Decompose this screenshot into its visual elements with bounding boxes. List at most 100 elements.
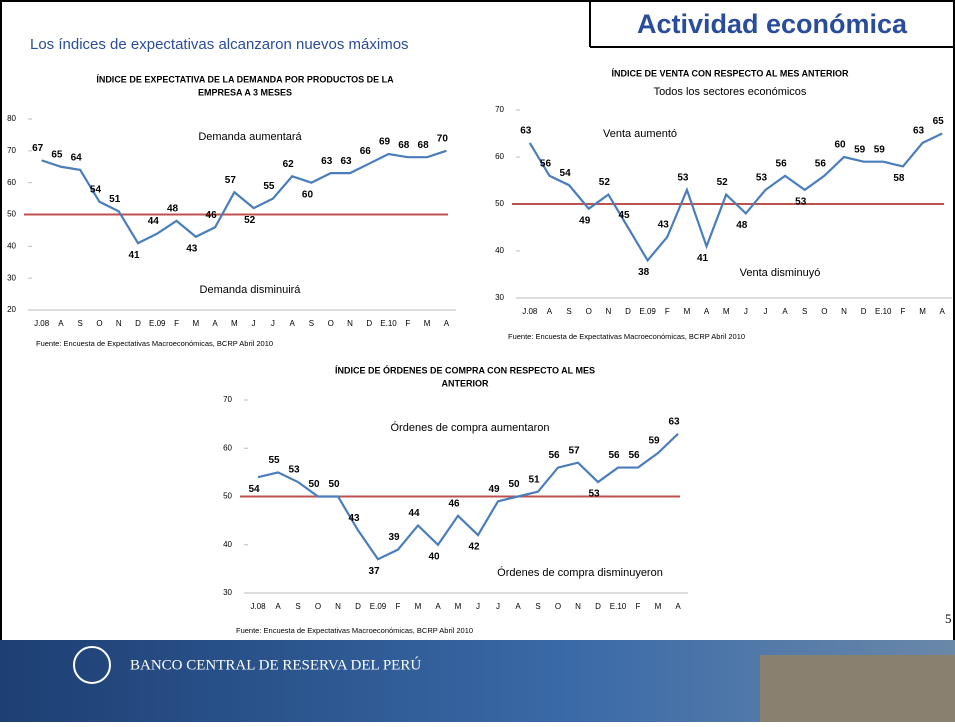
x-tick-label: A bbox=[444, 319, 450, 328]
chart-title: ÍNDICE DE ÓRDENES DE COMPRA CON RESPECTO… bbox=[335, 364, 595, 375]
x-tick-label: A bbox=[58, 319, 64, 328]
y-tick-label: 70 bbox=[7, 146, 16, 155]
x-tick-label: F bbox=[665, 307, 670, 316]
x-tick-label: O bbox=[315, 602, 321, 611]
data-label: 65 bbox=[51, 149, 63, 160]
data-label: 59 bbox=[648, 436, 660, 447]
data-label: 56 bbox=[776, 158, 788, 169]
data-label: 57 bbox=[225, 175, 237, 186]
x-tick-label: O bbox=[555, 602, 561, 611]
data-label: 54 bbox=[90, 184, 102, 195]
x-tick-label: F bbox=[396, 602, 401, 611]
x-tick-label: N bbox=[575, 602, 581, 611]
y-tick-label: 30 bbox=[223, 588, 232, 597]
x-tick-label: S bbox=[78, 319, 83, 328]
data-label: 68 bbox=[398, 140, 410, 151]
x-tick-label: A bbox=[940, 307, 946, 316]
x-tick-label: A bbox=[704, 307, 710, 316]
data-label: 53 bbox=[288, 465, 300, 476]
y-tick-label: 60 bbox=[7, 178, 16, 187]
data-label: 59 bbox=[854, 144, 866, 155]
data-label: 54 bbox=[560, 168, 572, 179]
data-label: 43 bbox=[658, 220, 670, 231]
x-tick-label: S bbox=[309, 319, 314, 328]
x-tick-label: A bbox=[435, 602, 441, 611]
x-tick-label: F bbox=[405, 319, 410, 328]
y-tick-label: 50 bbox=[7, 210, 16, 219]
x-tick-label: N bbox=[116, 319, 122, 328]
data-label: 44 bbox=[148, 216, 160, 227]
x-tick-label: J bbox=[763, 307, 767, 316]
data-label: 55 bbox=[268, 455, 280, 466]
x-tick-label: O bbox=[328, 319, 334, 328]
data-label: 52 bbox=[599, 177, 611, 188]
data-label: 53 bbox=[795, 197, 807, 208]
x-tick-label: D bbox=[135, 319, 141, 328]
x-tick-label: D bbox=[861, 307, 867, 316]
x-tick-label: S bbox=[295, 602, 300, 611]
x-tick-label: J bbox=[271, 319, 275, 328]
y-tick-label: 50 bbox=[495, 199, 504, 208]
x-tick-label: D bbox=[595, 602, 601, 611]
data-label: 40 bbox=[428, 551, 440, 562]
data-label: 43 bbox=[348, 513, 360, 524]
x-tick-label: J bbox=[476, 602, 480, 611]
x-tick-label: O bbox=[821, 307, 827, 316]
data-label: 56 bbox=[548, 450, 560, 461]
y-tick-label: 40 bbox=[495, 246, 504, 255]
data-label: 49 bbox=[488, 484, 500, 495]
logo bbox=[73, 646, 111, 684]
page-number: 5 bbox=[945, 611, 952, 626]
x-tick-label: E.10 bbox=[875, 307, 892, 316]
y-tick-label: 30 bbox=[7, 273, 16, 282]
data-label: 46 bbox=[448, 498, 460, 509]
data-label: 43 bbox=[186, 243, 198, 254]
data-label: 53 bbox=[756, 173, 768, 184]
data-label: 68 bbox=[418, 140, 430, 151]
annotation: Demanda disminuirá bbox=[200, 284, 302, 296]
data-label: 63 bbox=[913, 126, 925, 137]
y-tick-label: 50 bbox=[223, 492, 232, 501]
x-tick-label: M bbox=[919, 307, 926, 316]
x-tick-label: J bbox=[744, 307, 748, 316]
subtitle: Los índices de expectativas alcanzaron n… bbox=[30, 36, 409, 53]
data-label: 65 bbox=[933, 116, 945, 127]
x-tick-label: A bbox=[782, 307, 788, 316]
data-label: 42 bbox=[468, 542, 480, 553]
footer-text: BANCO CENTRAL DE RESERVA DEL PERÚ bbox=[130, 656, 421, 673]
data-label: 56 bbox=[608, 450, 620, 461]
data-label: 56 bbox=[815, 158, 827, 169]
x-tick-label: N bbox=[335, 602, 341, 611]
x-tick-label: D bbox=[355, 602, 361, 611]
data-label: 50 bbox=[308, 479, 320, 490]
x-tick-label: A bbox=[547, 307, 553, 316]
data-label: 67 bbox=[32, 143, 44, 154]
series-line bbox=[528, 132, 943, 263]
x-tick-label: D bbox=[366, 319, 372, 328]
data-label: 66 bbox=[360, 146, 372, 157]
heading: Actividad económica bbox=[637, 9, 908, 39]
data-label: 55 bbox=[263, 181, 275, 192]
x-tick-label: M bbox=[424, 319, 431, 328]
x-tick-label: S bbox=[566, 307, 571, 316]
x-tick-label: A bbox=[275, 602, 281, 611]
chart-subtitle: Todos los sectores económicos bbox=[654, 86, 807, 98]
chart-title: EMPRESA A 3 MESES bbox=[198, 87, 292, 97]
x-tick-label: J.08 bbox=[34, 319, 50, 328]
x-tick-label: N bbox=[605, 307, 611, 316]
data-label: 49 bbox=[579, 215, 591, 226]
x-tick-label: M bbox=[684, 307, 691, 316]
annotation: Venta aumentó bbox=[603, 128, 677, 140]
x-tick-label: O bbox=[586, 307, 592, 316]
data-label: 45 bbox=[618, 210, 630, 221]
annotation: Órdenes de compra aumentaron bbox=[391, 421, 550, 434]
x-tick-label: M bbox=[192, 319, 199, 328]
annotation: Órdenes de compra disminuyeron bbox=[497, 566, 663, 579]
data-label: 62 bbox=[283, 159, 295, 170]
x-tick-label: M bbox=[415, 602, 422, 611]
y-tick-label: 70 bbox=[495, 105, 504, 114]
y-tick-label: 60 bbox=[495, 152, 504, 161]
y-tick-label: 40 bbox=[223, 540, 232, 549]
data-label: 50 bbox=[508, 479, 520, 490]
